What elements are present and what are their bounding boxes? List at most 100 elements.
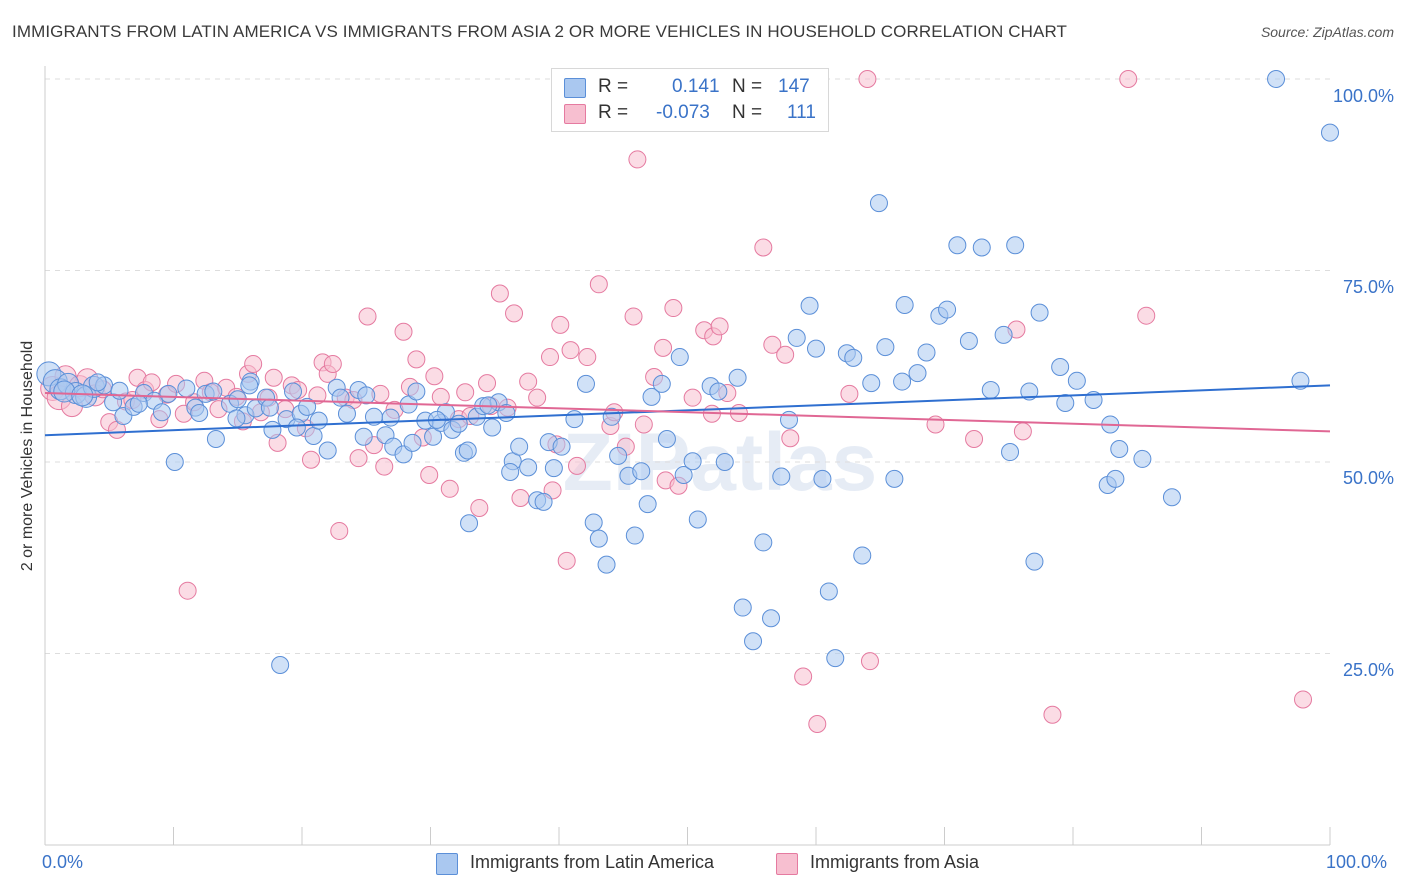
- source-label: Source: ZipAtlas.com: [1260, 24, 1394, 40]
- latin-america-point-110: [917, 343, 936, 362]
- asia-point-78: [589, 275, 608, 294]
- asia-point-65: [490, 284, 509, 303]
- asia-point-75: [561, 341, 580, 360]
- grid-layer: [45, 78, 1330, 654]
- latin-america-point-90: [754, 533, 773, 552]
- y-tick-label-75: 75.0%: [1342, 277, 1394, 297]
- asia-point-112: [858, 70, 877, 88]
- asia-trend-line: [44, 392, 1331, 433]
- bottom-legend-label-asia: Immigrants from Asia: [810, 852, 980, 872]
- latin-america-point-141: [159, 384, 178, 403]
- x-tick-label-100: 100.0%: [1326, 852, 1388, 872]
- asia-point-74: [557, 551, 576, 570]
- latin-america-point-33: [309, 411, 328, 430]
- latin-america-point-105: [876, 338, 895, 357]
- trend-lines: [44, 384, 1331, 437]
- latin-america-point-135: [1321, 123, 1339, 142]
- latin-america-point-18: [204, 382, 223, 401]
- bottom-legend-swatch-asia: [776, 853, 798, 875]
- asia-point-76: [567, 456, 586, 475]
- asia-point-111: [628, 150, 647, 169]
- legend-n-label: N =: [732, 76, 763, 97]
- latin-america-point-87: [728, 368, 747, 387]
- latin-america-point-79: [657, 430, 676, 449]
- x-tick-label-0: 0.0%: [42, 852, 84, 872]
- latin-america-point-59: [510, 437, 529, 456]
- asia-point-60: [456, 383, 475, 402]
- latin-america-point-109: [908, 364, 927, 383]
- latin-america-point-55: [483, 418, 502, 437]
- latin-america-point-120: [1020, 382, 1039, 401]
- latin-america-point-75: [632, 462, 651, 481]
- latin-america-point-136: [53, 380, 76, 403]
- latin-america-point-81: [674, 466, 693, 485]
- latin-america-point-93: [780, 410, 799, 429]
- asia-point-71: [541, 348, 560, 367]
- legend-r-value-asia: -0.073: [656, 102, 710, 123]
- latin-america-point-14: [165, 453, 184, 471]
- latin-america-point-117: [994, 325, 1013, 344]
- latin-america-point-148: [354, 427, 373, 446]
- latin-america-point-99: [826, 649, 845, 668]
- asia-point-57: [431, 387, 450, 406]
- latin-america-point-134: [1267, 70, 1286, 88]
- correlation-legend: R = 0.141 N = 147 R = -0.073 N = 111: [551, 68, 829, 132]
- legend-r-value-latin-america: 0.141: [672, 76, 720, 97]
- asia-point-113: [1119, 70, 1138, 88]
- latin-america-point-112: [938, 300, 957, 319]
- latin-america-point-113: [948, 236, 967, 255]
- y-tick-label-50: 50.0%: [1342, 468, 1394, 488]
- asia-point-49: [375, 457, 394, 476]
- latin-america-point-72: [609, 446, 628, 465]
- latin-america-points: [36, 70, 1339, 674]
- asia-point-110: [1294, 690, 1313, 709]
- asia-point-19: [178, 581, 197, 600]
- latin-america-point-114: [959, 331, 978, 350]
- asia-point-42: [330, 521, 349, 540]
- latin-america-point-130: [1110, 439, 1129, 458]
- latin-america-point-13: [152, 403, 171, 422]
- asia-point-70: [528, 388, 547, 407]
- asia-point-89: [683, 388, 702, 407]
- latin-america-point-106: [885, 469, 904, 488]
- latin-america-point-67: [576, 374, 595, 393]
- latin-america-point-60: [519, 458, 538, 477]
- latin-america-point-142: [190, 403, 209, 422]
- latin-america-point-29: [284, 382, 303, 401]
- asia-point-37: [301, 450, 320, 469]
- latin-america-point-80: [670, 348, 689, 367]
- latin-america-point-118: [1006, 236, 1025, 255]
- latin-america-point-91: [762, 609, 781, 628]
- latin-america-point-139: [110, 381, 129, 400]
- asia-point-97: [763, 335, 782, 354]
- asia-point-109: [1137, 306, 1156, 325]
- asia-point-87: [664, 299, 683, 318]
- asia-point-77: [578, 348, 597, 367]
- latin-america-point-31: [298, 397, 317, 416]
- axis-layer: [44, 66, 1331, 846]
- latin-america-point-38: [357, 386, 376, 405]
- latin-america-point-138: [88, 373, 107, 392]
- bottom-legend-swatch-latin-america: [436, 853, 458, 875]
- asia-point-38: [308, 386, 327, 405]
- asia-point-93: [710, 317, 729, 336]
- latin-america-point-65: [552, 437, 571, 456]
- latin-america-point-83: [688, 510, 707, 529]
- asia-point-28: [244, 354, 263, 373]
- legend-n-label: N =: [732, 102, 763, 123]
- asia-point-83: [634, 415, 653, 434]
- latin-america-point-146: [287, 418, 306, 437]
- latin-america-point-133: [1291, 371, 1310, 390]
- latin-america-point-125: [1067, 371, 1086, 390]
- latin-america-point-68: [584, 513, 603, 532]
- latin-america-point-131: [1133, 449, 1152, 468]
- latin-america-point-69: [589, 529, 608, 548]
- latin-america-point-86: [715, 453, 734, 471]
- latin-america-point-78: [652, 374, 671, 393]
- latin-america-point-66: [565, 410, 584, 429]
- asia-point-108: [1043, 705, 1062, 724]
- latin-america-point-147: [331, 388, 350, 407]
- latin-america-point-76: [638, 495, 657, 514]
- latin-america-point-107: [893, 372, 912, 391]
- y-tick-label-100: 100.0%: [1332, 86, 1394, 106]
